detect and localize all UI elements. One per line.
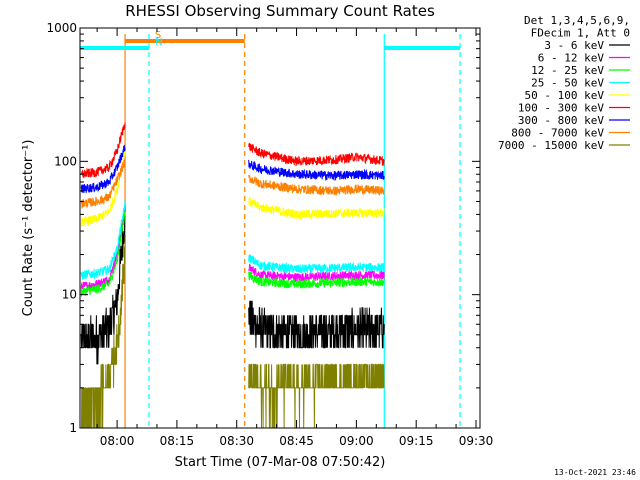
legend-entry-label: 6 - 12 keV: [538, 52, 605, 65]
series-line: [248, 271, 385, 289]
y-tick-label: 100: [54, 154, 77, 168]
x-axis-ticks: 08:00 08:15 08:30 08:45 09:00 09:15 09:30: [96, 28, 494, 448]
series-line: [248, 174, 385, 197]
y-tick-label: 10: [62, 288, 77, 302]
series-12-25-keV: [80, 211, 385, 298]
series-line: [80, 156, 126, 209]
x-tick-label: 09:30: [459, 434, 494, 448]
x-tick-label: 08:15: [160, 434, 195, 448]
flag-label-s: S: [155, 30, 161, 41]
series-25-50-keV: [80, 200, 385, 281]
legend: Det 1,3,4,5,6,9,FDecim 1, Att 03 - 6 keV…: [498, 14, 630, 152]
x-tick-label: 08:30: [219, 434, 254, 448]
y-tick-label: 1: [69, 421, 77, 435]
flag-bar-1: [125, 39, 245, 43]
series-3-6-keV: [80, 205, 385, 365]
series-800-7000-keV: [80, 156, 385, 209]
series-line: [248, 159, 385, 182]
legend-header-line: Det 1,3,4,5,6,9,: [524, 14, 630, 27]
legend-entry-label: 7000 - 15000 keV: [498, 139, 604, 152]
timestamp: 13-Oct-2021 23:46: [554, 468, 636, 477]
legend-entry-label: 300 - 800 keV: [518, 114, 604, 127]
series-50-100-keV: [80, 150, 385, 227]
flag-bar-3: [384, 46, 461, 50]
legend-entry-label: 50 - 100 keV: [525, 89, 605, 102]
x-tick-label: 09:00: [339, 434, 374, 448]
series-line: [80, 200, 126, 281]
series-line: [248, 197, 385, 221]
y-axis-ticks: 1 10 100 1000: [46, 21, 480, 435]
legend-header-line: FDecim 1, Att 0: [531, 27, 630, 40]
x-axis-label: Start Time (07-Mar-08 07:50:42): [175, 455, 386, 470]
chart-title: RHESSI Observing Summary Count Rates: [125, 2, 435, 20]
series-line: [81, 234, 126, 429]
legend-entry-label: 100 - 300 keV: [518, 102, 604, 115]
series-line: [248, 254, 385, 274]
y-axis-label: Count Rate (s⁻¹ detector⁻¹): [21, 140, 36, 317]
flag-label-n: N: [155, 37, 162, 48]
series-100-300-keV: [80, 122, 385, 179]
x-tick-label: 08:00: [100, 434, 135, 448]
plot-area: SN: [80, 30, 461, 429]
legend-entry-label: 12 - 25 keV: [531, 64, 604, 77]
series-line: [248, 300, 385, 349]
series-line: [80, 144, 126, 194]
series-line: [80, 211, 126, 298]
series-line: [248, 263, 385, 283]
series-line: [80, 150, 126, 227]
legend-entry-label: 3 - 6 keV: [544, 39, 604, 52]
series-line: [80, 205, 126, 365]
series-line: [248, 363, 385, 429]
x-tick-label: 08:45: [279, 434, 314, 448]
series-7000-15000-keV: [81, 234, 385, 429]
legend-entry-label: 25 - 50 keV: [531, 77, 604, 90]
series-line: [80, 122, 126, 179]
flag-bar-2: [80, 46, 149, 50]
y-tick-label: 1000: [46, 21, 77, 35]
series-300-800-keV: [80, 144, 385, 194]
series-line: [248, 143, 385, 167]
plot-frame: [79, 27, 481, 429]
legend-entry-label: 800 - 7000 keV: [511, 127, 604, 140]
x-tick-label: 09:15: [399, 434, 434, 448]
